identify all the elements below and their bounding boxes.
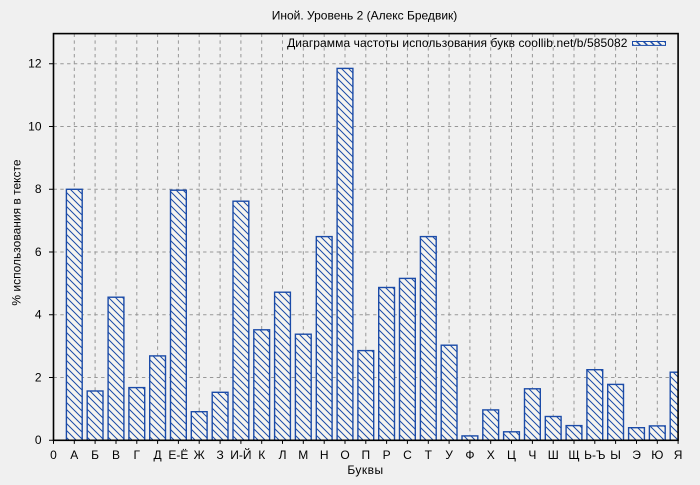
svg-text:Х: Х (487, 448, 495, 462)
svg-text:Б: Б (91, 448, 99, 462)
svg-text:Иной. Уровень 2 (Алекс Бредвик: Иной. Уровень 2 (Алекс Бредвик) (272, 9, 458, 23)
svg-text:З: З (216, 448, 223, 462)
svg-text:Ш: Ш (548, 448, 559, 462)
svg-text:Э: Э (632, 448, 641, 462)
svg-text:Д: Д (154, 448, 162, 462)
svg-text:Ф: Ф (465, 448, 474, 462)
svg-text:Буквы: Буквы (347, 463, 383, 477)
svg-text:Г: Г (134, 448, 141, 462)
svg-text:Н: Н (320, 448, 329, 462)
svg-text:П: П (361, 448, 370, 462)
svg-text:6: 6 (35, 245, 42, 259)
svg-text:12: 12 (28, 57, 42, 71)
svg-text:Ы: Ы (610, 448, 621, 462)
svg-text:А: А (70, 448, 78, 462)
svg-text:С: С (403, 448, 412, 462)
svg-text:К: К (258, 448, 265, 462)
svg-text:2: 2 (35, 370, 42, 384)
svg-text:0: 0 (35, 433, 42, 447)
svg-text:Щ: Щ (568, 448, 579, 462)
svg-text:% использования в тексте: % использования в тексте (10, 159, 24, 305)
svg-text:И-Й: И-Й (230, 447, 251, 462)
svg-text:Ц: Ц (507, 448, 516, 462)
svg-text:Т: Т (425, 448, 433, 462)
svg-text:Диаграмма частоты использовани: Диаграмма частоты использования букв coo… (287, 36, 628, 50)
svg-text:8: 8 (35, 182, 42, 196)
svg-text:У: У (445, 448, 453, 462)
svg-text:Я: Я (674, 448, 683, 462)
svg-text:4: 4 (35, 308, 42, 322)
svg-text:Л: Л (279, 448, 287, 462)
svg-text:Е-Ё: Е-Ё (168, 448, 188, 462)
svg-text:0: 0 (50, 448, 57, 462)
svg-text:М: М (298, 448, 308, 462)
svg-text:Ч: Ч (528, 448, 536, 462)
svg-text:В: В (112, 448, 120, 462)
svg-text:Р: Р (383, 448, 391, 462)
svg-text:10: 10 (28, 119, 42, 133)
svg-text:Ж: Ж (194, 448, 205, 462)
svg-text:Ь-Ъ: Ь-Ъ (584, 448, 605, 462)
svg-text:Ю: Ю (651, 448, 663, 462)
svg-text:О: О (340, 448, 349, 462)
